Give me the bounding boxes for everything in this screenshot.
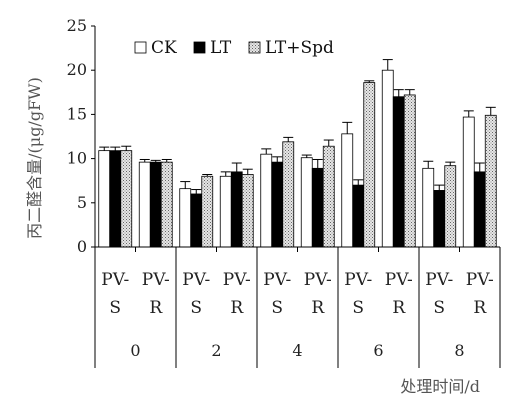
bar-lt-spd [282, 141, 295, 248]
category-label-top: PV- [425, 270, 453, 290]
category-label-top: PV- [223, 270, 251, 290]
category-label-top: PV- [466, 270, 494, 290]
legend: CK LT LT+Spd [134, 38, 334, 58]
category-label-top: PV- [263, 270, 291, 290]
bar-ck [341, 133, 354, 248]
bar-lt [352, 184, 365, 248]
category-label-bottom: S [190, 298, 202, 318]
category-label-bottom: S [433, 298, 445, 318]
bar-lt [271, 161, 284, 248]
legend-label: CK [151, 38, 177, 58]
bar-lt-spd [120, 150, 133, 248]
group-label: 0 [130, 341, 140, 360]
bar-lt [311, 167, 324, 248]
axes-layer: 0510152025PV-SPV-RPV-SPV-RPV-SPV-RPV-SPV… [67, 16, 501, 368]
bar-lt-spd [160, 161, 173, 248]
bar-lt-spd [403, 94, 416, 248]
error-bar-layer [99, 59, 496, 194]
category-label-bottom: S [352, 298, 364, 318]
y-tick-label: 20 [67, 60, 87, 79]
x-axis-title: 处理时间/d [400, 377, 480, 396]
bar-ck [179, 188, 192, 248]
y-tick-label: 5 [77, 193, 87, 212]
legend-swatch-ck [134, 41, 147, 54]
group-label: 6 [373, 341, 383, 360]
group-label: 4 [292, 341, 302, 360]
bar-lt-spd [241, 174, 254, 248]
category-label-top: PV- [101, 270, 129, 290]
category-label-top: PV- [344, 270, 372, 290]
group-label: 8 [454, 341, 464, 360]
category-label-bottom: R [149, 298, 163, 318]
category-label-top: PV- [304, 270, 332, 290]
legend-label: LT+Spd [265, 38, 334, 58]
category-label-bottom: R [230, 298, 244, 318]
bar-lt-spd [322, 145, 335, 248]
category-label-top: PV- [182, 270, 210, 290]
category-label-bottom: S [271, 298, 283, 318]
group-label: 2 [211, 341, 221, 360]
bar-ck [219, 175, 232, 248]
bar-ck [260, 153, 273, 248]
bar-ck [462, 116, 475, 248]
bar-ck [98, 150, 111, 248]
legend-swatch-lt-spd [248, 41, 261, 54]
bar-lt [473, 171, 486, 248]
category-label-bottom: R [311, 298, 325, 318]
bar-ck [381, 69, 394, 248]
bar-ck [422, 167, 435, 248]
legend-swatch-lt [193, 41, 206, 54]
y-axis-title: 丙二醛含量/(μg/gFW) [25, 77, 44, 239]
category-label-bottom: R [392, 298, 406, 318]
bar-ck [300, 157, 313, 248]
bar-ck [138, 161, 151, 248]
category-label-bottom: R [473, 298, 487, 318]
bar-lt [109, 150, 122, 248]
bar-lt-spd [444, 165, 457, 248]
y-tick-label: 10 [67, 149, 87, 168]
bar-lt [149, 161, 162, 248]
category-label-top: PV- [142, 270, 170, 290]
category-label-top: PV- [385, 270, 413, 290]
y-tick-label: 25 [67, 16, 87, 35]
category-label-bottom: S [109, 298, 121, 318]
bar-lt [230, 171, 243, 248]
bar-series-layer [98, 69, 497, 248]
bar-lt-spd [201, 175, 214, 248]
bar-lt-spd [363, 82, 376, 248]
bar-lt [392, 96, 405, 248]
legend-label: LT [210, 38, 232, 58]
y-tick-label: 15 [67, 104, 87, 123]
y-tick-label: 0 [77, 237, 87, 256]
bar-lt [190, 193, 203, 248]
bar-lt-spd [484, 114, 497, 248]
bar-lt [433, 190, 446, 248]
